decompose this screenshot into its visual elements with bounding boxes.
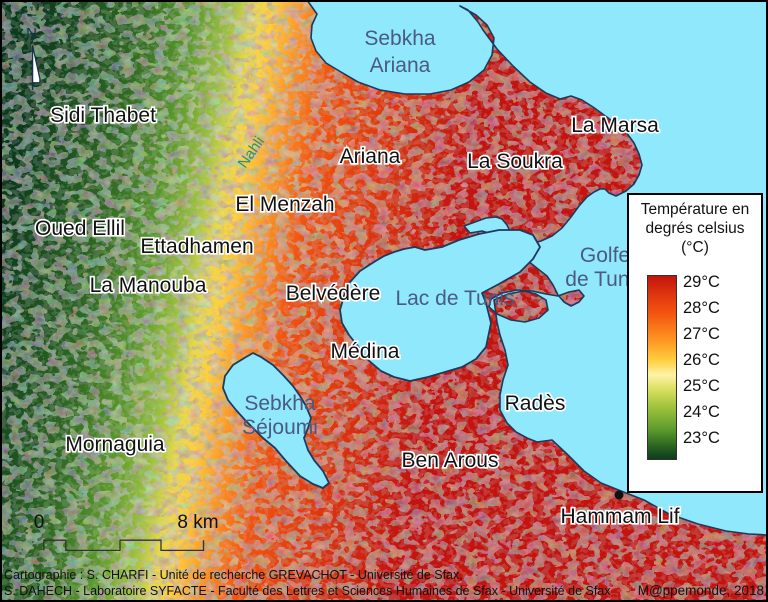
svg-text:Oued Ellil: Oued Ellil xyxy=(35,217,125,240)
svg-text:Ettadhamen: Ettadhamen xyxy=(140,235,253,258)
svg-text:Mornaguia: Mornaguia xyxy=(65,433,165,456)
svg-text:Belvédère: Belvédère xyxy=(286,282,381,305)
svg-text:Ariana: Ariana xyxy=(370,54,431,77)
svg-text:Sebkha: Sebkha xyxy=(364,27,436,50)
svg-text:La Manouba: La Manouba xyxy=(90,274,207,297)
svg-text:Sebkha: Sebkha xyxy=(244,392,316,415)
svg-text:Cartographie : S. CHARFI - Un: Cartographie : S. CHARFI - Unité de rech… xyxy=(4,568,463,582)
svg-text:8 km: 8 km xyxy=(177,512,218,533)
svg-text:N: N xyxy=(26,25,37,42)
svg-text:Lac de Tunis: Lac de Tunis xyxy=(395,287,514,310)
svg-text:La Soukra: La Soukra xyxy=(467,150,563,173)
svg-text:Radès: Radès xyxy=(505,392,566,415)
svg-text:Ariana: Ariana xyxy=(340,145,401,168)
svg-text:Sidi Thabet: Sidi Thabet xyxy=(50,104,156,127)
svg-text:0: 0 xyxy=(34,512,45,533)
svg-text:La Marsa: La Marsa xyxy=(571,114,659,137)
svg-text:El Menzah: El Menzah xyxy=(235,193,334,216)
svg-text:Hammam Lif: Hammam Lif xyxy=(560,505,679,528)
svg-text:Médina: Médina xyxy=(331,340,400,363)
svg-text:M@ppemonde, 2018: M@ppemonde, 2018 xyxy=(638,583,764,598)
svg-text:Golfe: Golfe xyxy=(580,244,630,267)
svg-text:Ben Arous: Ben Arous xyxy=(402,449,499,472)
svg-text:Séjoumi: Séjoumi xyxy=(242,416,318,439)
svg-text:S. DAHECH - Laboratoire SYFACT: S. DAHECH - Laboratoire SYFACTE - Facult… xyxy=(4,584,611,598)
